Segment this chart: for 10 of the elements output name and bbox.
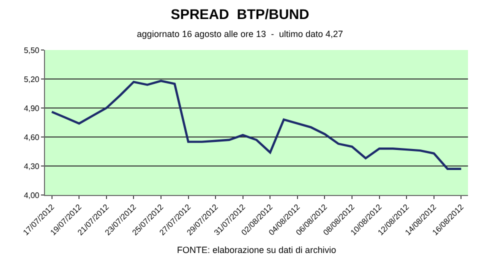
y-tick-label: 5,20 bbox=[24, 74, 40, 84]
line-series bbox=[50, 80, 462, 170]
y-tick-label: 4,30 bbox=[24, 162, 40, 171]
y-tick-label: 4,60 bbox=[24, 132, 40, 142]
chart-subtitle: aggiornato 16 agosto alle ore 13 - ultimo dato 4,27 bbox=[136, 29, 344, 40]
y-tick-label: 5,50 bbox=[24, 46, 40, 55]
chart-title: SPREAD BTP/BUND bbox=[170, 6, 310, 22]
y-tick-label: 4,90 bbox=[24, 104, 40, 113]
y-tick-label: 4,00 bbox=[24, 190, 40, 200]
source-note: FONTE: elaborazione su dati di archivio bbox=[177, 245, 336, 255]
